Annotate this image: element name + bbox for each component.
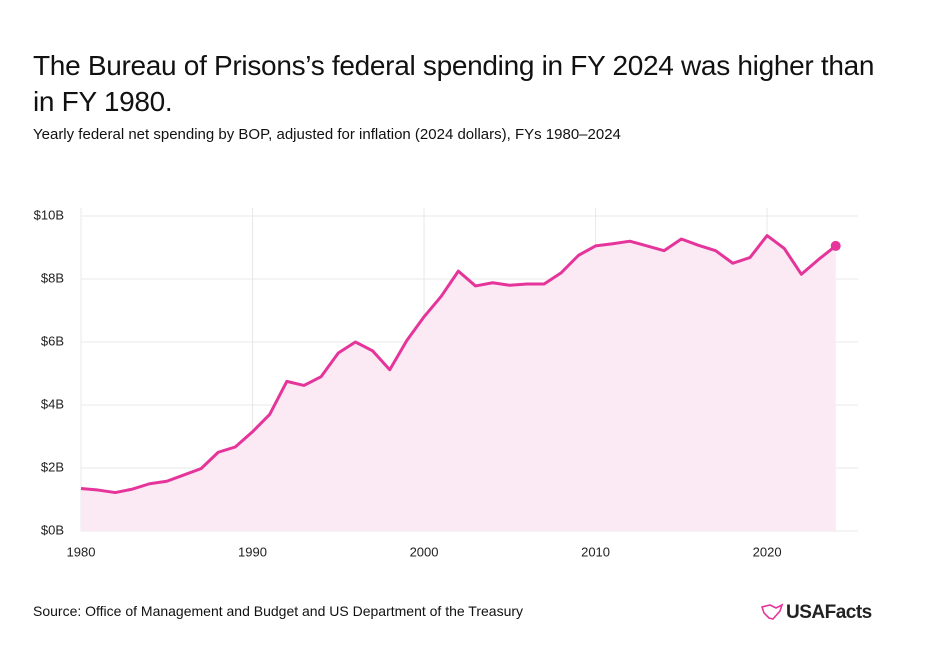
- logo-icon: [760, 603, 784, 620]
- y-tick-label: $4B: [41, 396, 64, 411]
- y-tick-label: $6B: [41, 333, 64, 348]
- x-tick-label: 2010: [581, 544, 610, 559]
- x-tick-label: 1980: [67, 544, 96, 559]
- y-tick-label: $2B: [41, 459, 64, 474]
- y-tick-label: $8B: [41, 270, 64, 285]
- x-tick-label: 2020: [753, 544, 782, 559]
- brand-logo: USAFacts: [760, 602, 872, 623]
- x-tick-label: 2000: [410, 544, 439, 559]
- line: [80, 234, 837, 495]
- chart-title: The Bureau of Prisons’s federal spending…: [33, 50, 875, 117]
- chart-subtitle: Yearly federal net spending by BOP, adju…: [33, 126, 621, 143]
- area: [81, 235, 836, 531]
- y-tick-label: $10B: [34, 207, 64, 222]
- y-tick-label: $0B: [41, 522, 64, 537]
- brand-name: USAFacts: [786, 602, 872, 623]
- source-note: Source: Office of Management and Budget …: [33, 603, 524, 619]
- x-tick-label: 1990: [238, 544, 267, 559]
- end-point: [830, 240, 841, 251]
